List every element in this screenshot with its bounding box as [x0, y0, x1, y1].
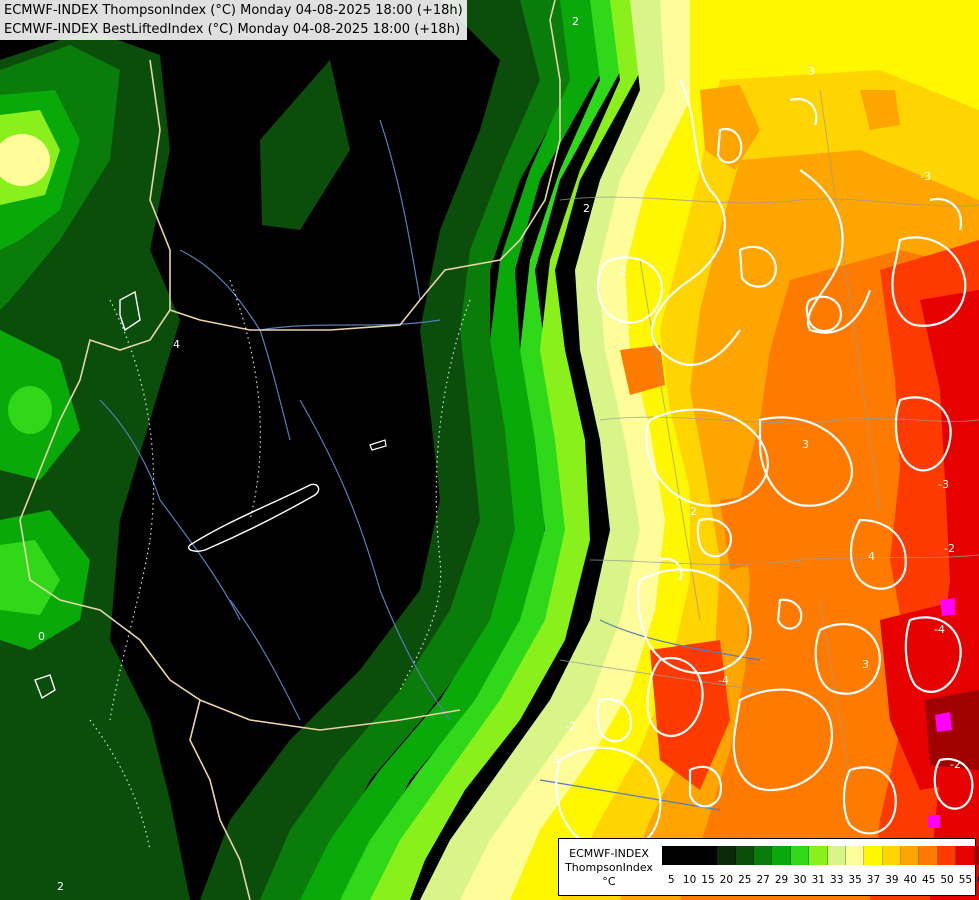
- west-contour-1: [34, 674, 56, 700]
- contour-label: 3: [802, 438, 809, 451]
- legend-swatch: [845, 846, 865, 865]
- legend-swatch: [698, 846, 718, 865]
- contour-label: -2: [950, 758, 961, 771]
- legend-tick: 20: [719, 874, 734, 886]
- legend-swatch: [717, 846, 736, 865]
- contour-label: 2: [620, 265, 627, 278]
- contour-label: 2: [57, 880, 64, 893]
- southeast-red-field: [650, 640, 730, 790]
- southeast-magenta-2: [940, 598, 955, 616]
- west-contour-2: [119, 290, 141, 332]
- legend-tick: 29: [774, 874, 789, 886]
- legend-swatch: [901, 846, 920, 865]
- contour-label: 2: [690, 505, 697, 518]
- country-borders: [19, 0, 561, 900]
- color-legend: ECMWF-INDEX ThompsonIndex °C 5 10 15 20 25 27…: [558, 838, 979, 896]
- contour-label: 2: [552, 753, 559, 766]
- legend-title-model: ECMWF-INDEX: [569, 847, 649, 860]
- contour-label: 3: [862, 658, 869, 671]
- contour-label: -3: [938, 478, 949, 491]
- contour-label: 4: [173, 338, 180, 351]
- legend-swatch: [956, 846, 975, 865]
- legend-tick: 35: [848, 874, 862, 886]
- header-title-thompson: ECMWF-INDEX ThompsonIndex (°C) Monday 04…: [4, 3, 463, 18]
- legend-tick: 5: [667, 874, 675, 886]
- header-title-lifted: ECMWF-INDEX BestLiftedIndex (°C) Monday …: [4, 22, 461, 37]
- legend-tick: 31: [811, 874, 825, 886]
- legend-swatch: [919, 846, 938, 865]
- legend-color-bar: [662, 846, 979, 865]
- legend-tick: 30: [793, 874, 807, 886]
- small-lake: [369, 439, 387, 451]
- contour-label: 2: [583, 202, 590, 215]
- orange-west-patch: [620, 345, 665, 395]
- east-band-darkgreen: [200, 0, 640, 900]
- legend-title-index: ThompsonIndex: [565, 861, 653, 874]
- legend-swatch: [882, 846, 902, 865]
- legend-swatch: [827, 846, 846, 865]
- legend-swatch: [974, 846, 979, 865]
- contour-label: -2: [565, 720, 576, 733]
- contour-labels: 2 2 3 2 3 -3 -2 2 4 -4 -3 -2 3 -4 2 -2 4…: [38, 15, 961, 893]
- north-orange-patch: [700, 85, 760, 170]
- west-green-spot: [8, 386, 52, 434]
- contour-label: -4: [934, 623, 945, 636]
- legend-swatch: [864, 846, 883, 865]
- legend-swatch: [680, 846, 699, 865]
- north-orange-patch-2: [860, 90, 900, 130]
- legend-swatch: [662, 846, 681, 865]
- dotted-contours: [89, 279, 471, 851]
- legend-title: ECMWF-INDEX ThompsonIndex °C: [563, 847, 655, 889]
- legend-swatch: [735, 846, 754, 865]
- legend-tick: 33: [830, 874, 844, 886]
- central-dark-tongue: [260, 60, 350, 230]
- legend-tick: 37: [866, 874, 881, 886]
- contour-label: 0: [38, 630, 45, 643]
- legend-swatch: [772, 846, 791, 865]
- southeast-magenta-1: [935, 712, 952, 732]
- legend-tick: 50: [940, 874, 954, 886]
- legend-tick: 45: [921, 874, 936, 886]
- contour-label: -4: [718, 674, 729, 687]
- contour-label: 4: [868, 550, 875, 563]
- orange-mid-patch: [720, 495, 770, 570]
- legend-title-unit: °C: [602, 875, 616, 888]
- map-header: ECMWF-INDEX ThompsonIndex (°C) Monday 04…: [0, 0, 467, 40]
- south-magenta: [928, 815, 940, 828]
- legend-tick: 39: [885, 874, 899, 886]
- legend-swatch: [809, 846, 828, 865]
- legend-tick: 25: [738, 874, 752, 886]
- contour-label: -2: [944, 542, 955, 555]
- legend-tick-labels: 5 10 15 20 25 27 29 30 31 33 35 37 39 40 45 50 5560: [662, 874, 979, 886]
- contour-label: -3: [920, 170, 931, 183]
- lake-balaton: [188, 483, 320, 552]
- legend-tick: 15: [701, 874, 715, 886]
- legend-tick: 27: [756, 874, 770, 886]
- contour-label: 2: [572, 15, 579, 28]
- legend-swatch: [790, 846, 810, 865]
- west-yellow-spot: [0, 134, 50, 186]
- contour-label: 3: [808, 65, 815, 78]
- legend-tick: 60: [975, 874, 979, 886]
- legend-swatch: [937, 846, 957, 865]
- legend-tick: 10: [682, 874, 697, 886]
- legend-tick: 55: [958, 874, 973, 886]
- legend-tick: 40: [903, 874, 917, 886]
- legend-swatch: [753, 846, 773, 865]
